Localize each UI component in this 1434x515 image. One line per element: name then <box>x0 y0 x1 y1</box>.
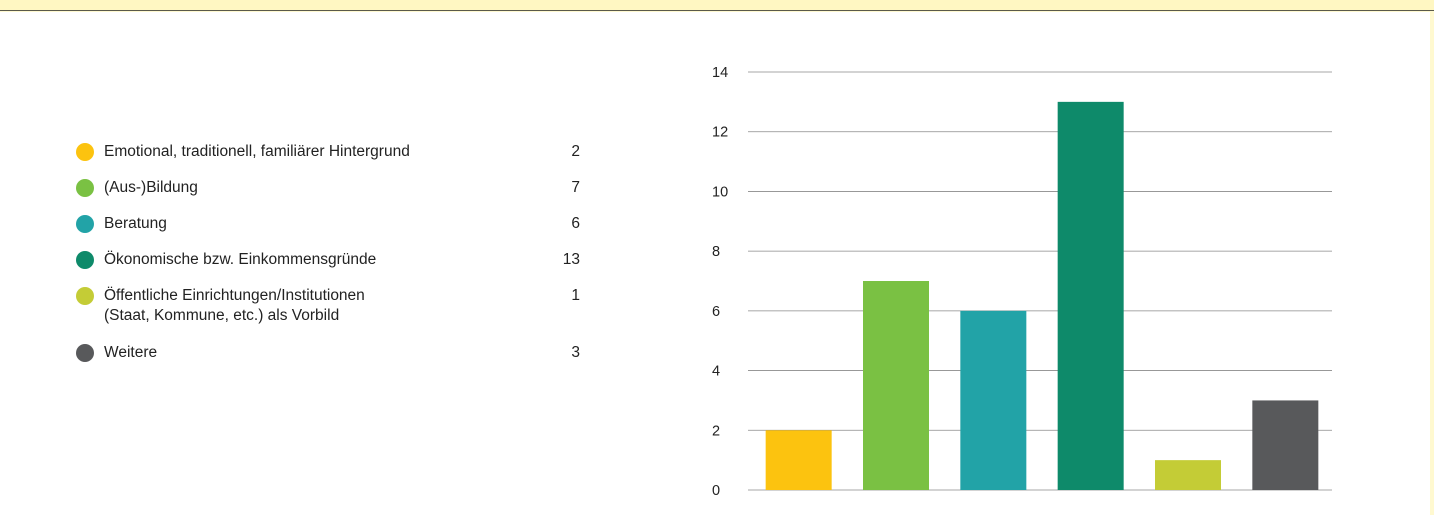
legend-value: 1 <box>571 287 580 304</box>
bar <box>863 281 929 490</box>
legend-value: 7 <box>571 179 580 196</box>
bar <box>1155 460 1221 490</box>
legend-label: Ökonomische bzw. Einkommensgründe <box>104 250 544 270</box>
y-tick-label: 10 <box>712 184 728 200</box>
legend-swatch <box>76 143 94 161</box>
legend-label-line: Ökonomische bzw. Einkommensgründe <box>104 251 377 268</box>
y-tick-label: 12 <box>712 125 728 141</box>
y-tick-label: 8 <box>712 244 720 260</box>
bar-chart: 0 2 4 6 8 10 12 14 <box>712 65 1332 499</box>
legend-item: Emotional, traditionell, familiärer Hint… <box>76 142 596 162</box>
legend-label-line: Beratung <box>104 215 167 232</box>
legend-value: 13 <box>562 251 580 268</box>
legend-swatch <box>76 251 94 269</box>
legend-label-line: (Aus-)Bildung <box>104 179 198 196</box>
y-tick-label: 14 <box>712 65 728 81</box>
bar <box>1252 400 1319 490</box>
chart-panel: Emotional, traditionell, familiärer Hint… <box>0 12 1430 515</box>
y-tick-label: 2 <box>712 423 720 439</box>
legend-item: Öffentliche Einrichtungen/Institutionen (… <box>76 286 596 326</box>
legend-value: 6 <box>571 215 580 232</box>
legend-swatch <box>76 344 94 362</box>
legend-item: Ökonomische bzw. Einkommensgründe 13 <box>76 250 596 270</box>
bar <box>960 310 1027 490</box>
legend-label-line: Weitere <box>104 344 158 361</box>
y-tick-label: 4 <box>712 364 720 380</box>
legend-label-line: Öffentliche Einrichtungen/Institutionen <box>104 287 365 304</box>
legend-swatch <box>76 287 94 305</box>
legend-label: Emotional, traditionell, familiärer Hint… <box>104 142 544 162</box>
y-tick-label: 0 <box>712 483 720 499</box>
legend-item: (Aus-)Bildung 7 <box>76 178 596 198</box>
legend-value: 2 <box>571 143 580 160</box>
legend-label-line: (Staat, Kommune, etc.) als Vorbild <box>104 307 340 324</box>
legend-label: Öffentliche Einrichtungen/Institutionen (… <box>104 286 544 326</box>
legend-item: Weitere 3 <box>76 343 596 363</box>
legend-value: 3 <box>571 344 580 361</box>
bar <box>765 430 832 490</box>
legend-label: Beratung <box>104 214 544 234</box>
legend-swatch <box>76 179 94 197</box>
legend-swatch <box>76 215 94 233</box>
legend-label-line: Emotional, traditionell, familiärer Hint… <box>104 143 410 160</box>
legend-label: (Aus-)Bildung <box>104 178 544 198</box>
legend-label: Weitere <box>104 343 544 363</box>
top-rule <box>0 0 1434 11</box>
y-tick-label: 6 <box>712 304 720 320</box>
bar <box>1057 101 1124 490</box>
legend-item: Beratung 6 <box>76 214 596 234</box>
